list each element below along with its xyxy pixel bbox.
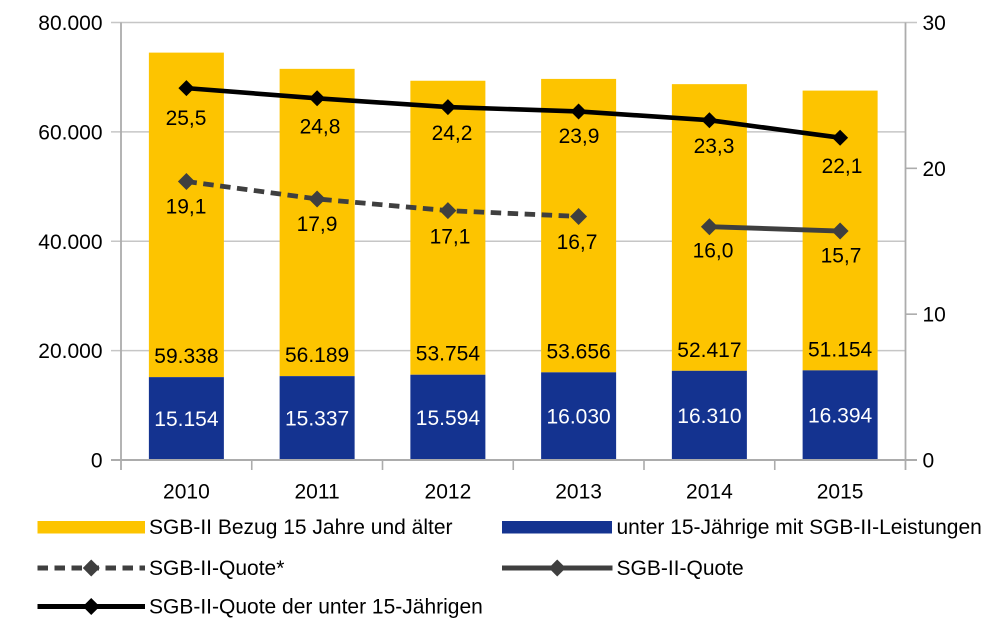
- svg-text:15.594: 15.594: [416, 407, 481, 430]
- svg-text:53.656: 53.656: [546, 340, 610, 363]
- svg-text:2011: 2011: [295, 481, 340, 504]
- svg-text:2010: 2010: [163, 481, 210, 504]
- svg-text:2013: 2013: [555, 481, 602, 504]
- svg-text:0: 0: [923, 450, 935, 473]
- svg-text:19,1: 19,1: [166, 196, 207, 219]
- svg-text:16.394: 16.394: [808, 405, 873, 428]
- svg-text:56.189: 56.189: [285, 344, 349, 367]
- svg-text:17,1: 17,1: [430, 226, 471, 249]
- svg-text:2014: 2014: [686, 481, 733, 504]
- svg-text:unter 15-Jährige mit SGB-II-Le: unter 15-Jährige mit SGB-II-Leistungen: [617, 516, 982, 539]
- svg-text:SGB-II-Quote*: SGB-II-Quote*: [149, 557, 284, 580]
- svg-text:23,3: 23,3: [694, 135, 735, 158]
- svg-text:22,1: 22,1: [822, 155, 863, 178]
- svg-text:24,2: 24,2: [432, 122, 473, 145]
- svg-text:80.000: 80.000: [38, 12, 102, 35]
- svg-text:2015: 2015: [817, 481, 864, 504]
- svg-text:53.754: 53.754: [416, 343, 481, 366]
- svg-text:SGB-II-Quote: SGB-II-Quote: [617, 557, 744, 580]
- svg-text:16,0: 16,0: [693, 240, 734, 263]
- svg-text:23,9: 23,9: [559, 125, 600, 148]
- svg-text:16.310: 16.310: [677, 405, 741, 428]
- svg-text:20: 20: [923, 158, 946, 181]
- svg-text:51.154: 51.154: [808, 338, 873, 361]
- svg-text:59.338: 59.338: [154, 345, 218, 368]
- svg-text:52.417: 52.417: [677, 339, 741, 362]
- svg-text:16.030: 16.030: [546, 406, 610, 429]
- svg-text:15.154: 15.154: [154, 408, 219, 431]
- svg-text:20.000: 20.000: [38, 340, 102, 363]
- svg-text:17,9: 17,9: [297, 213, 338, 236]
- svg-text:15.337: 15.337: [285, 408, 349, 431]
- svg-text:0: 0: [91, 450, 103, 473]
- svg-text:15,7: 15,7: [821, 245, 862, 268]
- svg-text:30: 30: [923, 12, 946, 35]
- svg-text:16,7: 16,7: [557, 231, 598, 254]
- svg-text:24,8: 24,8: [300, 116, 341, 139]
- svg-text:2012: 2012: [425, 481, 472, 504]
- svg-text:SGB-II-Quote der unter 15-Jähr: SGB-II-Quote der unter 15-Jährigen: [149, 596, 483, 619]
- svg-text:25,5: 25,5: [166, 107, 207, 130]
- svg-text:40.000: 40.000: [38, 231, 102, 254]
- svg-text:10: 10: [923, 304, 946, 327]
- svg-text:60.000: 60.000: [38, 121, 102, 144]
- svg-text:SGB-II Bezug 15 Jahre und älte: SGB-II Bezug 15 Jahre und älter: [149, 516, 453, 539]
